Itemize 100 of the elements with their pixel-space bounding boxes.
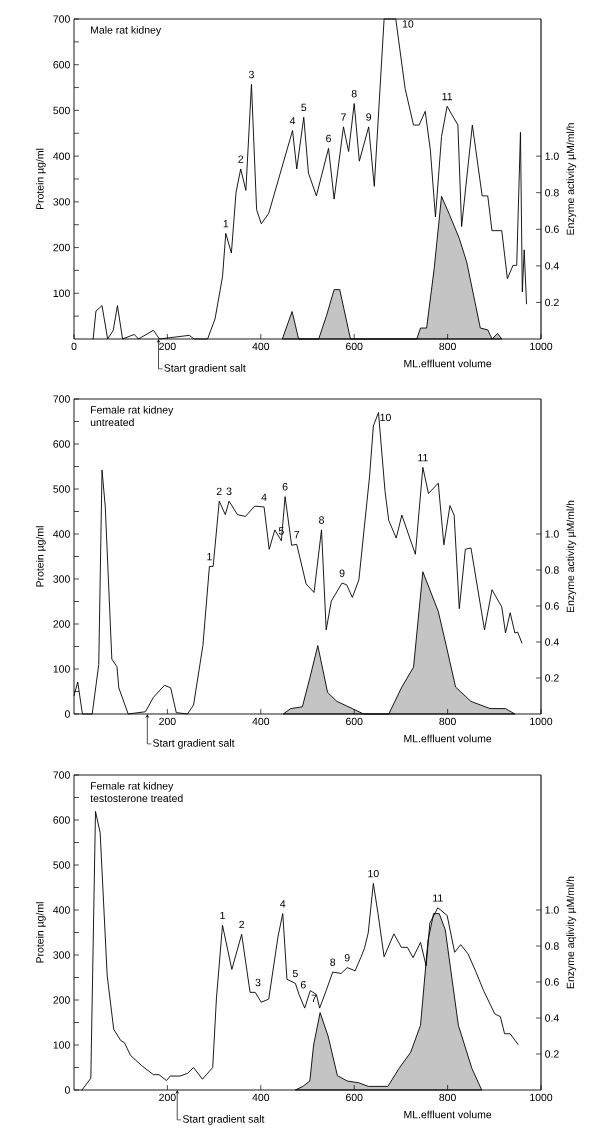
annotation: 6: [326, 134, 331, 143]
y-axis-title: Protein µg/ml: [35, 902, 46, 963]
y2-tick-label: 0.4: [545, 1014, 559, 1022]
annotation: 4: [261, 493, 267, 501]
y-tick-label: 400: [53, 906, 70, 914]
y-tick-label: 700: [53, 771, 70, 779]
y-tick-label: 0: [64, 710, 70, 718]
y2-tick-label: 0.6: [545, 978, 559, 986]
annotation: 1: [223, 220, 229, 228]
y2-tick-label: 1.0: [545, 530, 559, 538]
annotation: 5: [301, 103, 307, 112]
x-tick-label: 800: [439, 1093, 456, 1102]
y-tick-label: 500: [53, 861, 70, 869]
annotation: 11: [442, 92, 453, 101]
x-tick-label: 400: [252, 717, 270, 726]
y-tick-label: 500: [53, 106, 70, 115]
y2-tick-label: 0.8: [545, 189, 559, 197]
annotation: 6: [282, 483, 288, 491]
annotation: 5: [278, 527, 284, 535]
y-axis-title: Protein µg/ml: [35, 526, 46, 587]
annotation: 3: [255, 978, 261, 987]
y-tick-label: 200: [53, 620, 70, 628]
y2-tick-label: 0.6: [545, 225, 559, 233]
y-tick-label: 400: [53, 530, 70, 538]
x-tick-label: 200: [159, 342, 176, 351]
annotation: 6: [300, 981, 306, 989]
y-tick-label: 200: [53, 243, 70, 252]
text: Male rat kidney: [91, 25, 162, 36]
text: Female rat kidney: [91, 405, 174, 416]
annotation: 3: [248, 70, 254, 79]
x-tick-label: 0: [71, 342, 77, 351]
annotation: Start gradient salt: [182, 1115, 265, 1125]
annotation: 4: [280, 900, 286, 908]
y2-axis-title: Enzyme aqlivity µM/ml/h: [566, 876, 577, 989]
x-tick-label: 400: [252, 1093, 270, 1102]
annotation: 8: [330, 958, 336, 966]
x-tick-label: 1000: [530, 342, 553, 351]
y2-tick-label: 0.8: [545, 566, 559, 574]
y-tick-label: 0: [64, 1086, 70, 1094]
y2-tick-label: 0.2: [545, 298, 559, 307]
y-tick-label: 400: [53, 152, 70, 160]
annotation: Start gradient salt: [153, 739, 235, 749]
annotation: 10: [368, 869, 379, 878]
y2-tick-label: 0.4: [545, 262, 559, 270]
y-tick-label: 300: [53, 198, 70, 206]
x-tick-label: 200: [159, 717, 176, 726]
annotation: 11: [418, 454, 428, 462]
text: testosterone treated: [90, 794, 183, 803]
y2-tick-label: 0.2: [545, 674, 559, 682]
x-tick-label: 200: [159, 1093, 176, 1102]
y-tick-label: 500: [53, 485, 70, 493]
x-axis-title: ML.effluent volume: [404, 734, 492, 743]
y-tick-label: 200: [53, 996, 70, 1004]
annotation: 7: [341, 113, 346, 121]
y-tick-label: 600: [53, 440, 70, 448]
annotation: 10: [380, 413, 391, 422]
annotation: 1: [220, 911, 225, 920]
y-tick-label: 700: [53, 15, 70, 23]
annotation: 7: [294, 530, 300, 539]
y-tick-label: 600: [53, 816, 70, 824]
x-tick-label: 600: [346, 717, 363, 726]
annotation: 2: [239, 920, 245, 929]
annotation: 2: [238, 155, 244, 163]
annotation: 10: [402, 20, 414, 28]
annotation: 3: [226, 487, 232, 495]
x-tick-label: 600: [346, 342, 363, 351]
text: Female rat kidney: [91, 781, 174, 792]
y2-tick-label: 0.6: [545, 602, 559, 610]
y-tick-label: 300: [53, 951, 70, 959]
annotation: 5: [292, 969, 298, 978]
x-tick-label: 400: [252, 342, 270, 351]
x-tick-label: 600: [346, 1093, 363, 1102]
y2-tick-label: 1.0: [545, 906, 559, 914]
x-tick-label: 1000: [530, 1093, 553, 1102]
y2-tick-label: 0.8: [545, 942, 559, 950]
x-tick-label: 800: [439, 342, 456, 351]
y-tick-label: 700: [53, 395, 70, 403]
annotation: 1: [207, 553, 212, 561]
x-tick-label: 800: [439, 717, 456, 726]
annotation: 4: [289, 117, 296, 125]
y-tick-label: 100: [53, 665, 70, 673]
y-tick-label: 100: [53, 289, 70, 297]
y-tick-label: 600: [53, 61, 70, 69]
x-axis-title: ML.effluent volume: [404, 359, 492, 368]
annotation: 9: [366, 113, 372, 121]
y-axis-title: Protein µg/ml: [35, 148, 46, 210]
x-axis-title: ML.effluent volume: [404, 1110, 492, 1119]
annotation: 7: [311, 994, 317, 1002]
annotation: 2: [216, 487, 222, 495]
annotation: 8: [351, 89, 357, 98]
y-tick-label: 100: [53, 1041, 70, 1049]
x-tick-label: 1000: [530, 717, 553, 726]
text: untreated: [90, 418, 134, 427]
annotation: 11: [433, 894, 443, 902]
y2-tick-label: 0.2: [545, 1050, 559, 1058]
y2-tick-label: 1.0: [545, 152, 559, 160]
annotation: Start gradient salt: [164, 364, 246, 374]
annotation: 9: [344, 954, 350, 962]
y2-tick-label: 0.4: [545, 638, 559, 646]
y2-axis-title: Enzyme activity µM/ml/h: [566, 500, 577, 613]
